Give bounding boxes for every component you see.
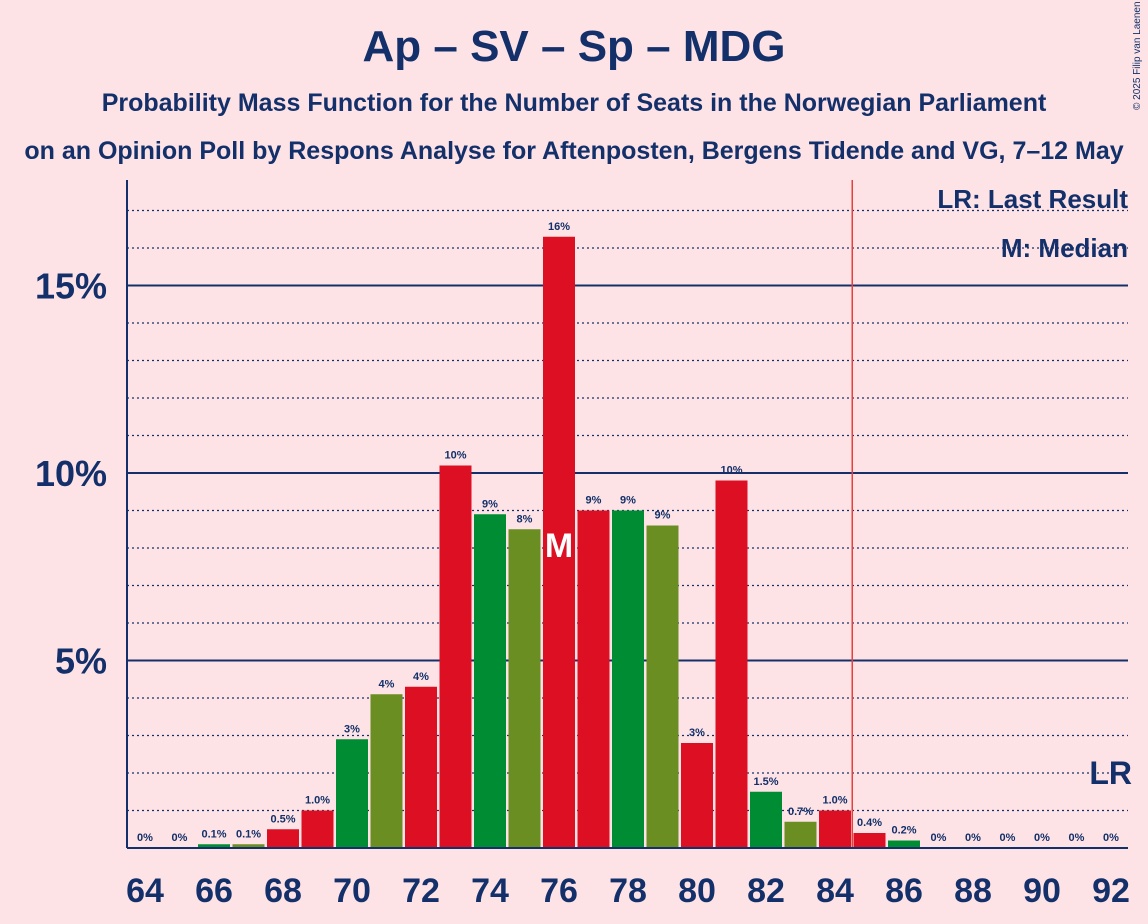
bar-value-label: 0.5% [270,813,295,825]
bar-value-label: 0.1% [236,828,261,840]
bars [198,236,920,848]
bar [439,465,472,848]
bar [750,791,782,848]
bar-value-label: 4% [413,671,429,683]
y-tick-label: 5% [55,641,107,682]
bar-value-label: 1.0% [822,795,847,807]
bar-value-label: 10% [444,450,466,462]
chart-title: Ap – SV – Sp – MDG [362,22,786,71]
x-tick-label: 72 [402,872,440,910]
x-tick-label: 74 [471,872,509,910]
bar-labels: 0% 0% 0.1% 0.1% 0.5% 1.0% 3% 4% 4% 10% 9% 8% 16% 9% 9%… [137,221,1119,844]
bar [301,810,334,848]
axes: 5% 10% 15% LR 64 66 68 70 72 74 76 78 80 82 84 86 88 90 92 [35,180,1132,910]
x-tick-label: 92 [1092,872,1130,910]
y-tick-label: 10% [35,453,107,494]
x-tick-label: 84 [816,872,854,910]
bar-value-label: 1.5% [753,776,778,788]
bar-value-label: 8% [517,513,533,525]
bar-value-label: 0% [1103,832,1119,844]
bar [612,510,644,848]
legend-median: M: Median [1000,233,1128,263]
chart-subtitle-source: on an Opinion Poll by Respons Analyse fo… [24,137,1124,165]
bar [853,833,886,848]
bar-value-label: 16% [548,221,570,233]
bar [646,525,679,848]
x-tick-label: 86 [885,872,923,910]
bar [474,514,506,848]
bar [715,480,748,848]
median-marker: M [545,527,573,565]
bar [508,529,541,848]
last-result-marker: LR [1089,755,1132,791]
bar [370,694,403,848]
x-tick-label: 66 [195,872,233,910]
bar-value-label: 3% [689,727,705,739]
x-tick-label: 80 [678,872,716,910]
bar-value-label: 0% [1000,832,1016,844]
bar [681,743,713,848]
bar-value-label: 0.2% [891,825,916,837]
bar-value-label: 4% [379,678,395,690]
bar [232,844,265,848]
bar [543,236,575,848]
bar-value-label: 0% [137,832,153,844]
x-tick-label: 88 [954,872,992,910]
bar-value-label: 9% [586,495,602,507]
bar-value-label: 0.1% [201,828,226,840]
bar [888,840,920,848]
bar-value-label: 0.7% [788,806,813,818]
legend-last-result: LR: Last Result [937,184,1128,214]
bar [267,829,299,848]
bar-value-label: 9% [620,495,636,507]
x-tick-label: 78 [609,872,647,910]
chart-subtitle: Probability Mass Function for the Number… [101,89,1047,117]
x-tick-label: 90 [1023,872,1061,910]
y-tick-label: 15% [35,266,107,307]
bar-value-label: 9% [482,498,498,510]
bar [577,510,610,848]
bar-value-label: 0% [1034,832,1050,844]
bar [784,821,817,848]
bar-value-label: 0.4% [857,817,882,829]
bar [819,810,851,848]
bar-value-label: 1.0% [305,795,330,807]
x-tick-label: 64 [126,872,164,910]
bar-value-label: 0% [1069,832,1085,844]
bar-value-label: 0% [172,832,188,844]
bar-value-label: 3% [344,723,360,735]
bar [336,739,368,848]
bar-value-label: 9% [655,510,671,522]
bar-value-label: 0% [965,832,981,844]
x-tick-label: 82 [747,872,785,910]
bar [405,686,437,848]
x-tick-label: 70 [333,872,371,910]
bar-value-label: 0% [931,832,947,844]
bar [198,844,230,848]
bar-value-label: 10% [720,465,742,477]
x-tick-label: 68 [264,872,302,910]
x-tick-label: 76 [540,872,578,910]
